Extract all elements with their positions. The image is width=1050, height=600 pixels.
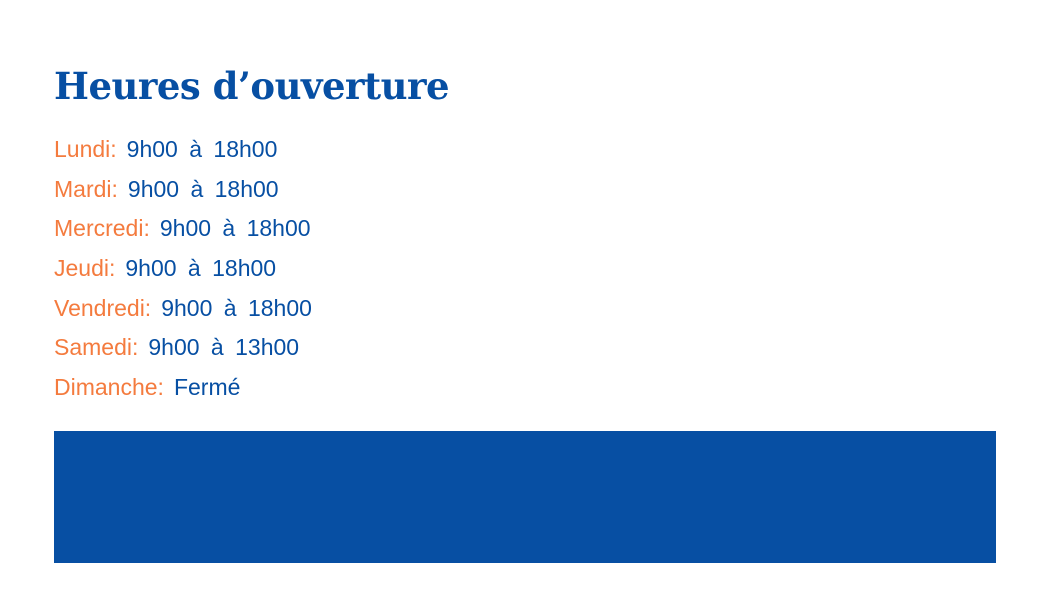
hours-row-vendredi: Vendredi: 9h00 à 18h00 <box>54 292 312 332</box>
hours-value: Fermé <box>173 374 241 401</box>
day-label: Vendredi: <box>54 294 152 321</box>
hours-row-jeudi: Jeudi: 9h00 à 18h00 <box>54 252 312 292</box>
day-label: Dimanche: <box>54 374 164 401</box>
hours-value: 9h00 à 13h00 <box>148 334 300 361</box>
hours-value: 9h00 à 18h00 <box>125 255 277 282</box>
day-label: Mardi: <box>54 175 118 202</box>
opening-hours-list: Lundi: 9h00 à 18h00 Mardi: 9h00 à 18h00 Me… <box>54 133 312 411</box>
hours-value: 9h00 à 18h00 <box>126 136 278 162</box>
hours-row-mercredi: Mercredi: 9h00 à 18h00 <box>54 212 312 252</box>
hours-value: 9h00 à 18h00 <box>127 175 279 202</box>
hours-value: 9h00 à 18h00 <box>159 215 311 242</box>
hours-row-samedi: Samedi: 9h00 à 13h00 <box>54 331 312 371</box>
page-title: Heures d’ouverture <box>54 64 450 108</box>
hours-value: 9h00 à 18h00 <box>161 294 312 321</box>
day-label: Lundi: <box>54 136 117 162</box>
day-label: Mercredi: <box>54 215 150 242</box>
hours-row-lundi: Lundi: 9h00 à 18h00 <box>54 133 312 173</box>
day-label: Samedi: <box>54 334 139 361</box>
hours-row-mardi: Mardi: 9h00 à 18h00 <box>54 173 312 213</box>
hours-row-dimanche: Dimanche: Fermé <box>54 371 312 411</box>
blue-banner <box>54 431 996 563</box>
day-label: Jeudi: <box>54 255 116 282</box>
